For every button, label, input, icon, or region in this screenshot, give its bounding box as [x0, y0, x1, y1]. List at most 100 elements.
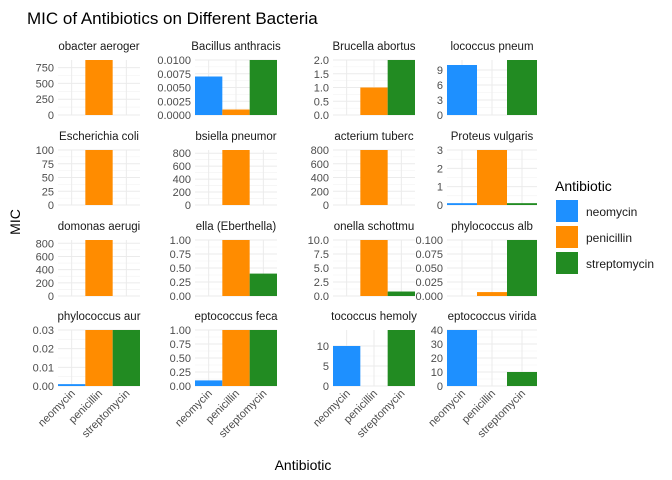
y-tick-label: 6: [437, 80, 443, 92]
bar: [387, 291, 415, 296]
bar: [249, 273, 277, 296]
y-tick-label: 1: [437, 182, 443, 194]
y-tick-label: 800: [311, 145, 329, 157]
y-tick-label: 0: [48, 110, 54, 122]
bar: [507, 60, 537, 115]
bar: [222, 150, 250, 205]
facet-panel: phylococcus alb 0.000 0.025 0.050 0.075 0.100: [415, 221, 537, 303]
y-tick-label: 100: [36, 145, 54, 157]
bar: [447, 203, 477, 205]
y-tick-label: 0.050: [415, 263, 443, 275]
y-tick-label: 600: [36, 251, 54, 263]
y-tick-label: 1.5: [314, 69, 329, 81]
y-tick-label: 0.00: [170, 381, 191, 393]
y-tick-label: 50: [42, 173, 54, 185]
y-tick-label: 800: [173, 148, 191, 160]
y-tick-label: 0: [323, 200, 329, 212]
legend-swatch: [556, 252, 578, 274]
y-tick-label: 0.0100: [157, 55, 191, 67]
y-tick-label: 0.03: [33, 325, 54, 337]
y-tick-label: 25: [42, 186, 54, 198]
bar: [112, 330, 140, 386]
y-tick-label: 200: [36, 278, 54, 290]
y-tick-label: 600: [173, 161, 191, 173]
bar: [507, 240, 537, 296]
y-tick-label: 400: [36, 265, 54, 277]
y-tick-label: 250: [36, 94, 54, 106]
y-tick-label: 1.00: [170, 235, 191, 247]
y-tick-label: 0.00: [33, 381, 54, 393]
y-tick-label: 1.0: [314, 83, 329, 95]
bar: [195, 76, 223, 115]
y-tick-label: 2: [437, 163, 443, 175]
facet-panel: lococcus pneum 0 3 6 9: [437, 41, 537, 122]
y-tick-label: 0.50: [170, 353, 191, 365]
legend-label: neomycin: [586, 205, 637, 219]
y-tick-label: 30: [431, 339, 443, 351]
y-tick-label: 0.75: [170, 249, 191, 261]
facet-panel: Brucella abortus 0.0 0.51.0 1.5 2.0: [314, 41, 416, 122]
bar: [477, 150, 507, 205]
facet-strip-label: lococcus pneum: [450, 41, 533, 53]
y-tick-label: 0.0: [314, 110, 329, 122]
y-tick-label: 0: [323, 381, 329, 393]
facet-strip-label: tococcus hemoly: [331, 311, 417, 323]
y-tick-label: 0.000: [415, 291, 443, 303]
facet-strip-label: Proteus vulgaris: [451, 131, 534, 143]
y-tick-label: 0.00: [170, 291, 191, 303]
facet-strip-label: Escherichia coli: [59, 131, 139, 143]
y-tick-label: 0.01: [33, 362, 54, 374]
y-tick-label: 5.0: [314, 263, 329, 275]
facet-strip-label: acterium tuberc: [334, 131, 414, 143]
x-tick-label: neomycin: [426, 388, 468, 430]
bar: [447, 330, 477, 386]
y-tick-label: 400: [311, 173, 329, 185]
bar: [507, 372, 537, 386]
y-tick-label: 40: [431, 325, 443, 337]
bar: [360, 240, 388, 296]
y-tick-label: 0.25: [170, 277, 191, 289]
legend-swatch: [556, 200, 578, 222]
y-tick-label: 0.50: [170, 263, 191, 275]
y-tick-label: 7.5: [314, 249, 329, 261]
legend: Antibiotic neomycin penicillin streptomyci…: [555, 178, 654, 274]
bar: [222, 109, 250, 115]
facet-panel: eptococcus virida010203040neomycinpenici…: [426, 311, 537, 440]
facet-strip-label: onella schottmu: [334, 221, 415, 233]
facet-strip-label: ella (Eberthella): [196, 221, 277, 233]
y-tick-label: 0.0075: [157, 69, 191, 81]
y-tick-label: 0.02: [33, 344, 54, 356]
bar: [360, 150, 388, 205]
facet-strip-label: eptococcus virida: [448, 311, 537, 323]
bar: [333, 346, 361, 386]
facet-strip-label: eptococcus feca: [194, 311, 278, 323]
y-tick-label: 10: [431, 367, 443, 379]
y-tick-label: 0.0025: [157, 96, 191, 108]
bar: [249, 330, 277, 386]
bar: [58, 384, 86, 386]
bar: [85, 330, 113, 386]
y-tick-label: 0.100: [415, 235, 443, 247]
y-tick-label: 500: [36, 78, 54, 90]
bar: [85, 60, 113, 115]
bar: [387, 60, 415, 115]
legend-label: streptomycin: [586, 257, 654, 271]
y-tick-label: 9: [437, 65, 443, 77]
y-tick-label: 0: [48, 200, 54, 212]
y-tick-label: 20: [431, 353, 443, 365]
chart-title: MIC of Antibiotics on Different Bacteria: [27, 9, 318, 28]
y-tick-label: 2.5: [314, 277, 329, 289]
facet-panel: onella schottmu 0.0 2.5 5.0 7.5 10.0: [308, 221, 415, 303]
y-tick-label: 5: [323, 361, 329, 373]
facet-panel: Proteus vulgaris 0 1 2 3: [437, 131, 537, 212]
y-tick-label: 1.00: [170, 325, 191, 337]
bar: [222, 240, 250, 296]
y-tick-label: 10.0: [308, 235, 329, 247]
legend-label: penicillin: [586, 231, 632, 245]
bar: [85, 240, 113, 296]
legend-swatch: [556, 226, 578, 248]
